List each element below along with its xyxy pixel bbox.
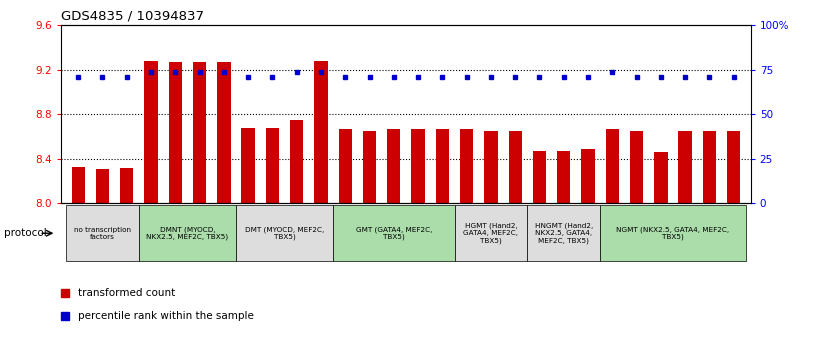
Text: percentile rank within the sample: percentile rank within the sample bbox=[78, 311, 254, 321]
Bar bbox=[411, 129, 425, 203]
Bar bbox=[193, 62, 206, 203]
Bar bbox=[169, 62, 182, 203]
Bar bbox=[601, 205, 746, 261]
Text: DMT (MYOCD, MEF2C,
TBX5): DMT (MYOCD, MEF2C, TBX5) bbox=[245, 226, 324, 240]
Bar bbox=[66, 205, 139, 261]
Bar bbox=[139, 205, 236, 261]
Bar bbox=[727, 131, 740, 203]
Bar bbox=[95, 169, 109, 203]
Text: NGMT (NKX2.5, GATA4, MEF2C,
TBX5): NGMT (NKX2.5, GATA4, MEF2C, TBX5) bbox=[616, 226, 730, 240]
Text: GMT (GATA4, MEF2C,
TBX5): GMT (GATA4, MEF2C, TBX5) bbox=[356, 226, 432, 240]
Bar bbox=[581, 149, 595, 203]
Bar bbox=[387, 129, 401, 203]
Text: no transcription
factors: no transcription factors bbox=[74, 227, 131, 240]
Bar bbox=[236, 205, 333, 261]
Bar bbox=[314, 61, 328, 203]
Text: DMNT (MYOCD,
NKX2.5, MEF2C, TBX5): DMNT (MYOCD, NKX2.5, MEF2C, TBX5) bbox=[146, 226, 228, 240]
Text: HNGMT (Hand2,
NKX2.5, GATA4,
MEF2C, TBX5): HNGMT (Hand2, NKX2.5, GATA4, MEF2C, TBX5… bbox=[534, 223, 593, 244]
Bar bbox=[266, 128, 279, 203]
Bar bbox=[460, 129, 473, 203]
Bar bbox=[120, 168, 134, 203]
Bar bbox=[605, 129, 619, 203]
Bar bbox=[533, 151, 546, 203]
Bar bbox=[363, 131, 376, 203]
Bar bbox=[527, 205, 601, 261]
Bar bbox=[455, 205, 527, 261]
Text: protocol: protocol bbox=[4, 228, 47, 238]
Bar bbox=[654, 152, 667, 203]
Bar bbox=[144, 61, 157, 203]
Bar bbox=[484, 131, 498, 203]
Bar bbox=[242, 128, 255, 203]
Bar bbox=[217, 62, 231, 203]
Text: transformed count: transformed count bbox=[78, 287, 175, 298]
Bar bbox=[557, 151, 570, 203]
Bar bbox=[436, 129, 449, 203]
Bar bbox=[678, 131, 692, 203]
Bar bbox=[333, 205, 455, 261]
Bar bbox=[508, 131, 522, 203]
Bar bbox=[72, 167, 85, 203]
Text: GDS4835 / 10394837: GDS4835 / 10394837 bbox=[61, 9, 204, 23]
Bar bbox=[703, 131, 716, 203]
Bar bbox=[290, 120, 304, 203]
Text: HGMT (Hand2,
GATA4, MEF2C,
TBX5): HGMT (Hand2, GATA4, MEF2C, TBX5) bbox=[463, 223, 518, 244]
Bar bbox=[630, 131, 643, 203]
Bar bbox=[339, 129, 352, 203]
